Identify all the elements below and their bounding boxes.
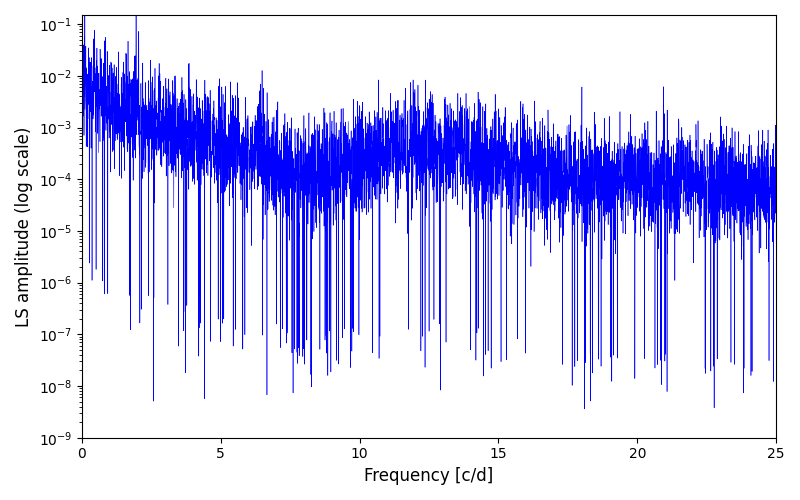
Y-axis label: LS amplitude (log scale): LS amplitude (log scale)	[15, 126, 33, 326]
X-axis label: Frequency [c/d]: Frequency [c/d]	[364, 467, 494, 485]
